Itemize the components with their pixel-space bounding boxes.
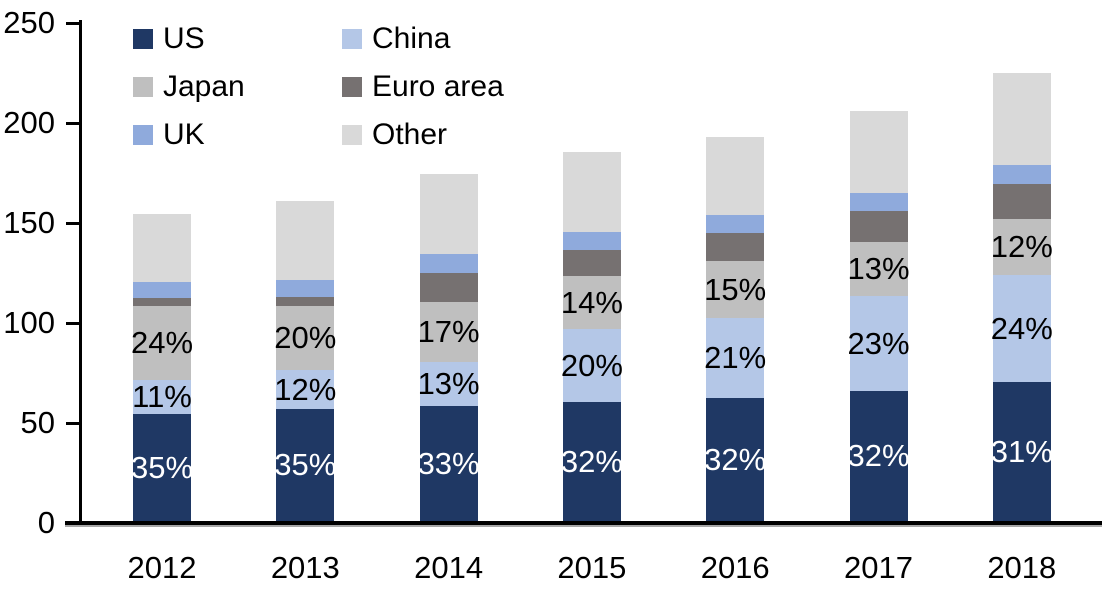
legend-swatch-icon	[342, 77, 362, 97]
x-axis-label-2018: 2018	[987, 550, 1057, 585]
legend-label: Japan	[163, 70, 245, 103]
legend-label: China	[372, 22, 451, 55]
bar-segment-other	[992, 73, 1051, 165]
y-axis-tick	[66, 221, 80, 225]
legend-swatch-icon	[133, 125, 153, 145]
bar-segment-other	[276, 201, 335, 280]
legend-swatch-icon	[342, 125, 362, 145]
bar-segment-uk	[706, 215, 765, 233]
bar-segment-other	[706, 137, 765, 215]
y-axis-tick-label: 0	[37, 505, 55, 540]
legend-swatch-icon	[133, 77, 153, 97]
legend-item-uk: UK	[133, 118, 342, 152]
bar-segment-other	[562, 152, 621, 232]
legend-label: US	[163, 22, 205, 55]
bar-segment-japan	[276, 306, 335, 370]
bar-segment-china	[849, 296, 908, 391]
legend-label: Other	[372, 118, 448, 151]
bar-segment-china	[133, 380, 191, 414]
x-axis-label-2013: 2013	[270, 550, 340, 585]
bar-segment-japan	[849, 242, 908, 296]
bar-segment-euro-area	[992, 184, 1051, 219]
bar-segment-us	[133, 414, 191, 521]
bar-segment-uk	[419, 254, 478, 273]
bar-segment-uk	[276, 280, 335, 297]
legend: US China Japan Euro area UK Other	[133, 15, 504, 159]
legend-item-japan: Japan	[133, 70, 342, 104]
bar-segment-other	[419, 174, 478, 254]
bar-segment-japan	[419, 302, 478, 362]
bar-segment-japan	[706, 261, 765, 318]
bar-segment-other	[849, 111, 908, 193]
x-axis-line	[65, 521, 1102, 525]
bar-segment-japan	[133, 306, 191, 380]
legend-label: Euro area	[372, 70, 504, 103]
legend-item-china: China	[342, 22, 504, 56]
x-axis-shadow	[65, 525, 1102, 527]
bar-segment-japan	[992, 219, 1051, 275]
bar-segment-china	[419, 362, 478, 406]
bar-segment-japan	[562, 276, 621, 329]
y-axis-tick	[66, 321, 80, 325]
bar-segment-uk	[849, 193, 908, 211]
y-axis-tick	[66, 21, 80, 25]
bar-segment-uk	[992, 165, 1051, 184]
y-axis-tick-label: 200	[3, 105, 55, 140]
legend-item-other: Other	[342, 118, 504, 152]
bar-segment-us	[562, 402, 621, 521]
bar-segment-china	[276, 370, 335, 409]
bar-segment-us	[992, 382, 1051, 521]
y-axis-tick	[66, 421, 80, 425]
bar-segment-euro-area	[562, 250, 621, 276]
bar-segment-us	[276, 409, 335, 521]
bar-segment-euro-area	[849, 211, 908, 242]
bar-segment-us	[706, 398, 765, 521]
legend-item-us: US	[133, 22, 342, 56]
y-axis-tick	[66, 521, 80, 525]
y-axis-tick	[66, 121, 80, 125]
bar-segment-uk	[562, 232, 621, 250]
legend-swatch-icon	[133, 29, 153, 49]
y-axis-tick-label: 50	[20, 405, 55, 440]
bar-segment-euro-area	[419, 273, 478, 302]
bar-segment-euro-area	[133, 298, 191, 306]
y-axis-tick-label: 250	[3, 5, 55, 40]
bar-segment-euro-area	[706, 233, 765, 261]
y-axis-tick-label: 150	[3, 205, 55, 240]
bar-segment-euro-area	[276, 297, 335, 306]
x-axis-label-2016: 2016	[700, 550, 770, 585]
bar-segment-uk	[133, 282, 191, 298]
bar-segment-other	[133, 214, 191, 282]
x-axis-label-2014: 2014	[414, 550, 484, 585]
y-axis-tick-label: 100	[3, 305, 55, 340]
bar-segment-china	[706, 318, 765, 398]
legend-swatch-icon	[342, 29, 362, 49]
x-axis-label-2017: 2017	[844, 550, 913, 585]
bar-segment-china	[992, 275, 1051, 382]
bar-segment-us	[849, 391, 908, 521]
legend-label: UK	[163, 118, 205, 151]
x-axis-label-2015: 2015	[557, 550, 627, 585]
x-axis-label-2012: 2012	[127, 550, 197, 585]
y-axis-line	[79, 20, 82, 525]
bar-segment-us	[419, 406, 478, 521]
bar-segment-china	[562, 329, 621, 402]
legend-item-euro-area: Euro area	[342, 70, 504, 104]
